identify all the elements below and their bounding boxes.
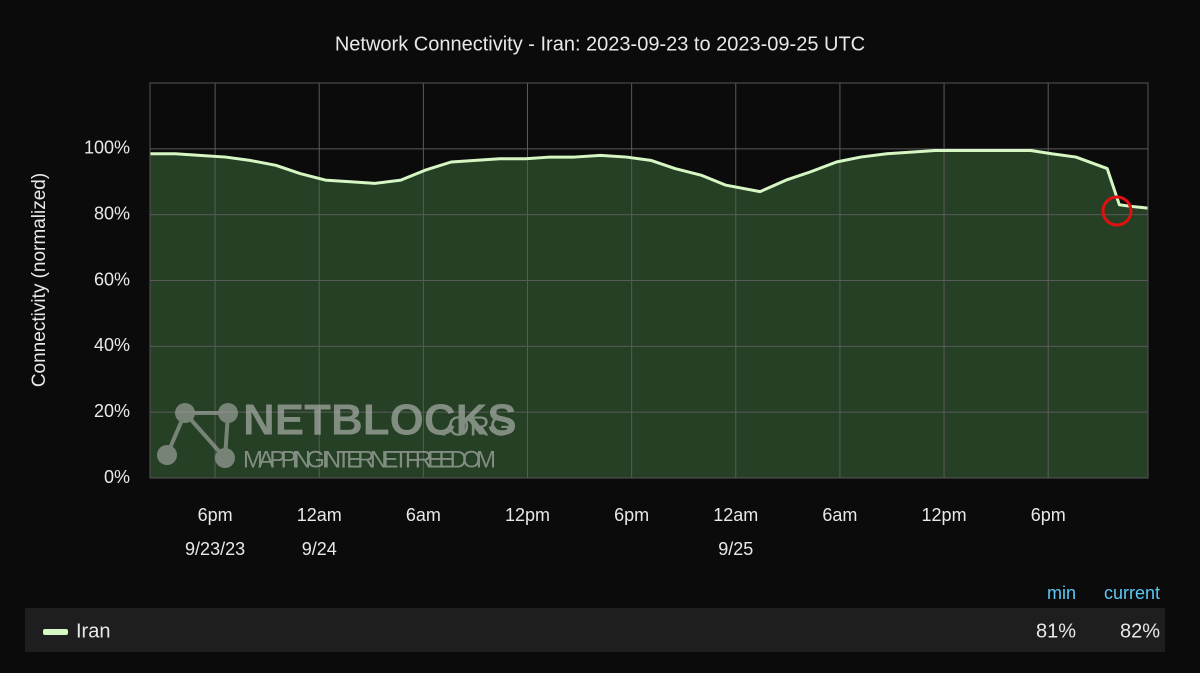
legend-row — [25, 608, 1165, 652]
y-tick-label: 100% — [84, 138, 130, 158]
area — [150, 150, 1148, 478]
y-tick-label: 80% — [94, 203, 130, 223]
legend-label[interactable]: Iran — [76, 620, 110, 642]
logo-node — [175, 403, 195, 423]
y-tick-label: 60% — [94, 269, 130, 289]
watermark: NETBLOCKS .ORG MAPPING INTERNET FREEDOM — [157, 396, 517, 473]
line — [150, 148, 1149, 210]
watermark-tagline: MAPPING INTERNET FREEDOM — [243, 446, 496, 473]
y-tick-label: 20% — [94, 401, 130, 421]
watermark-brand: NETBLOCKS — [243, 396, 517, 445]
chart-title: Network Connectivity - Iran: 2023-09-23 … — [335, 33, 865, 55]
x-tick-label: 6am — [822, 505, 857, 525]
logo-node — [157, 445, 177, 465]
x-tick-label: 6pm — [1031, 505, 1066, 525]
logo-node — [215, 448, 235, 468]
logo-link — [183, 411, 227, 460]
x-tick-label: 6am — [406, 505, 441, 525]
legend-swatch — [43, 629, 68, 635]
legend-header[interactable]: current — [1104, 583, 1160, 603]
legend-cell: 82% — [1120, 620, 1160, 642]
y-tick-label: 0% — [104, 467, 130, 487]
x-tick-label: 12am — [713, 505, 758, 525]
watermark-suffix: .ORG — [440, 410, 512, 441]
legend-header[interactable]: min — [1047, 583, 1076, 603]
x-tick-label: 6pm — [614, 505, 649, 525]
x-tick-label: 12pm — [922, 505, 967, 525]
x-tick-label: 12pm — [505, 505, 550, 525]
x-tick-date: 9/23/23 — [185, 539, 245, 559]
x-tick-date: 9/24 — [302, 539, 337, 559]
highlight-circle — [1101, 195, 1133, 227]
y-axis-label: Connectivity (normalized) — [29, 173, 50, 387]
y-tick-label: 40% — [94, 335, 130, 355]
legend-cell: 81% — [1036, 620, 1076, 642]
x-tick-date: 9/25 — [718, 539, 753, 559]
x-tick-label: 6pm — [198, 505, 233, 525]
x-tick-label: 12am — [297, 505, 342, 525]
plot-frame — [149, 82, 1149, 479]
logo-node — [218, 403, 238, 423]
